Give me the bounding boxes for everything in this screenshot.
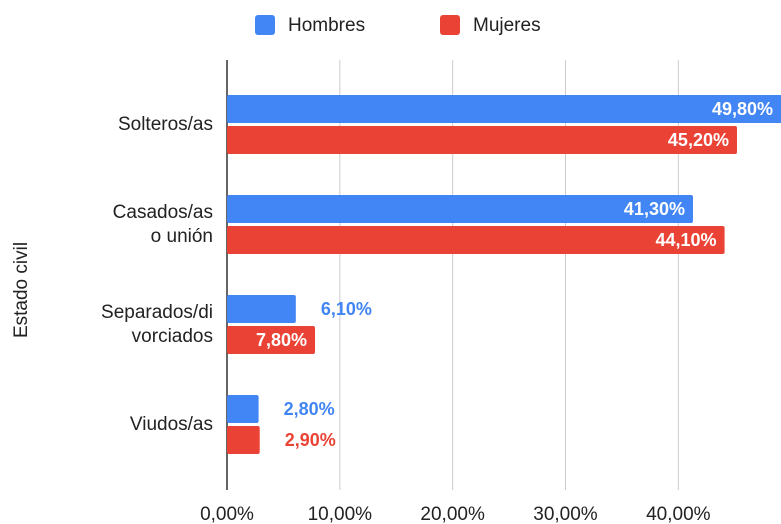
legend-swatch (255, 15, 275, 35)
bar (227, 95, 781, 123)
bar (227, 426, 260, 454)
data-label: 41,30% (624, 199, 685, 219)
data-label: 2,90% (285, 430, 336, 450)
data-label: 6,10% (321, 299, 372, 319)
x-tick-label: 20,00% (420, 504, 485, 524)
x-tick-label: 0,00% (200, 504, 254, 524)
x-tick-label: 30,00% (533, 504, 598, 524)
y-tick-label: Viudos/as (130, 414, 213, 435)
data-label: 45,20% (668, 130, 729, 150)
legend-swatch (440, 15, 460, 35)
y-axis-title: Estado civil (11, 242, 32, 338)
legend-label: Mujeres (473, 15, 541, 36)
data-label: 49,80% (712, 99, 773, 119)
legend-label: Hombres (288, 15, 365, 36)
data-label: 7,80% (256, 330, 307, 350)
y-tick-label: Solteros/as (118, 114, 213, 135)
bar (227, 295, 296, 323)
bar (227, 326, 316, 354)
bar (227, 195, 693, 223)
x-tick-label: 10,00% (308, 504, 373, 524)
data-label: 44,10% (656, 230, 717, 250)
data-label: 2,80% (284, 399, 335, 419)
bar (227, 395, 259, 423)
y-tick-label: Separados/di vorciados (101, 302, 213, 347)
bar (227, 226, 725, 254)
x-tick-label: 40,00% (646, 504, 711, 524)
bar (227, 126, 737, 154)
y-tick-label: Casados/as o unión (113, 202, 213, 247)
